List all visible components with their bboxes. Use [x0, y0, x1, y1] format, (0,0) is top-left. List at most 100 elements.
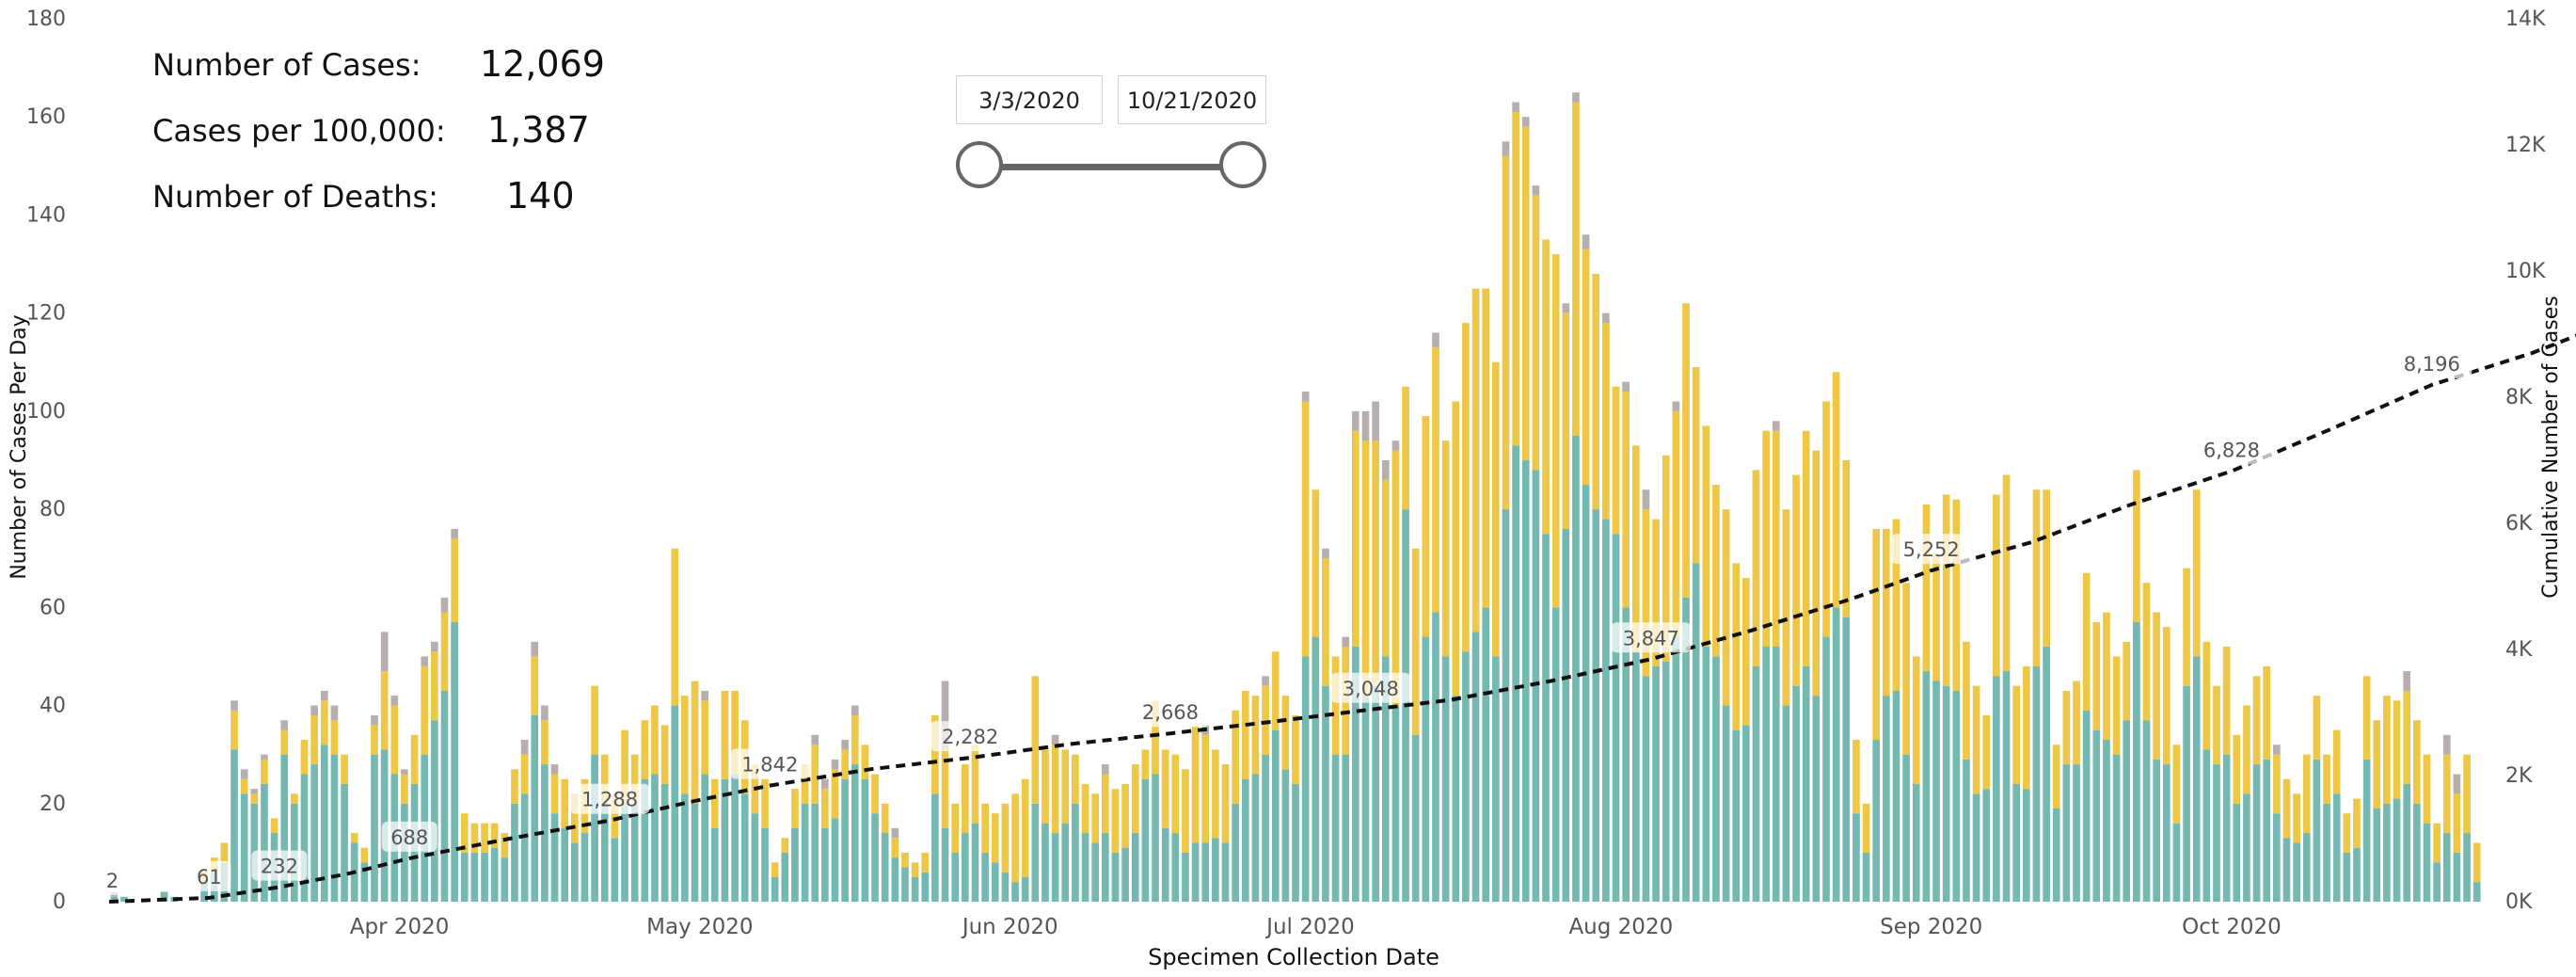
bar-gray [1602, 312, 1610, 324]
cumulative-line-layer: 2 61 232 688 1,288 1,842 2,282 2,668 3,048 3,847 5… [96, 333, 2576, 904]
bar-teal [1081, 833, 1089, 902]
bar-teal [1191, 842, 1200, 902]
bar-teal [781, 852, 789, 902]
bar-yellow [310, 714, 318, 765]
bar-teal [2413, 803, 2421, 902]
bar-yellow [721, 690, 729, 779]
x-tick-label: May 2020 [646, 915, 753, 939]
bar-teal [630, 803, 639, 902]
bar-yellow [2062, 690, 2071, 765]
end-date-input[interactable]: 10/21/2020 [1118, 75, 1266, 124]
bar-teal [550, 813, 559, 902]
bar-yellow [561, 778, 569, 828]
bar-yellow [1361, 440, 1370, 697]
bar-teal [1792, 685, 1800, 902]
bar-gray [231, 700, 238, 711]
bar-teal [2423, 823, 2431, 902]
y-tick-label: 160 [26, 105, 66, 129]
bar-yellow [2263, 665, 2271, 760]
bar-teal [310, 764, 318, 902]
cumulative-label-bg [1330, 672, 1411, 703]
bar-teal [2062, 764, 2071, 902]
y-axis-label: Number of Cases Per Day [8, 314, 31, 579]
bar-yellow [1732, 563, 1741, 730]
bar-teal [451, 621, 458, 902]
cumulative-data-label: 6,828 [2203, 440, 2260, 462]
bar-yellow [2383, 696, 2391, 804]
bar-yellow [1201, 734, 1210, 843]
bar-yellow [440, 612, 449, 691]
bar-gray [380, 632, 389, 672]
bar-yellow [1091, 793, 1100, 843]
bar-yellow [1452, 401, 1460, 697]
x-tick-label: Jun 2020 [961, 915, 1058, 939]
bar-yellow [1131, 764, 1139, 834]
bar-teal [1101, 833, 1109, 902]
bar-teal [1521, 460, 1530, 902]
bar-teal [490, 847, 499, 902]
bar-teal [280, 754, 289, 902]
bar-gray [371, 714, 378, 726]
slider-end-handle[interactable] [1219, 141, 1266, 188]
bar-teal [2433, 862, 2441, 902]
bar-gray [2403, 671, 2411, 691]
bar-yellow [291, 793, 298, 804]
bar-gray [330, 705, 339, 721]
bar-yellow [1251, 696, 1260, 775]
bar-teal [1361, 696, 1370, 902]
bar-yellow [611, 793, 619, 839]
bar-teal [591, 754, 598, 902]
bar-yellow [791, 789, 799, 828]
bar-teal [911, 876, 919, 902]
cumulative-label-bg [1130, 697, 1211, 728]
bar-yellow [1702, 425, 1710, 648]
bar-teal [1131, 833, 1139, 902]
bar-teal [1072, 803, 1079, 902]
bar-teal [701, 774, 708, 902]
slider-start-handle[interactable] [956, 141, 1003, 188]
y2-tick-label: 14K [2505, 8, 2546, 31]
bar-yellow [2002, 474, 2011, 672]
bar-teal [2202, 749, 2211, 902]
date-range-slicer: 3/3/2020 10/21/2020 [956, 75, 1266, 207]
bar-yellow [2012, 685, 2021, 784]
bar-yellow [240, 778, 248, 794]
bar-yellow [2473, 842, 2481, 883]
bar-teal [2043, 647, 2050, 902]
bar-yellow [1762, 430, 1770, 648]
bar-teal [1262, 754, 1269, 902]
bar-teal [1512, 445, 1519, 902]
bar-yellow [921, 852, 930, 873]
bar-yellow [2073, 681, 2080, 765]
bar-yellow [1722, 509, 1730, 706]
cumulative-data-label: 2,668 [1142, 701, 1199, 724]
y-tick-label: 60 [40, 596, 66, 619]
bar-teal [2353, 847, 2361, 902]
cumulative-label-bg [381, 821, 437, 852]
bar-gray [280, 720, 289, 730]
bar-teal [2442, 833, 2451, 902]
bar-yellow [2293, 793, 2300, 843]
y-tick-label: 40 [40, 695, 66, 718]
bar-yellow [851, 714, 859, 765]
bar-yellow [531, 656, 539, 715]
cumulative-label-bg [1611, 622, 1692, 653]
bar-yellow [1692, 366, 1700, 564]
bar-yellow [731, 690, 739, 775]
bar-teal [1742, 725, 1750, 902]
bar-gray [831, 759, 839, 770]
bar-teal [1212, 838, 1219, 902]
bar-teal [1491, 656, 1500, 902]
bar-teal [811, 803, 819, 902]
bar-teal [2142, 720, 2151, 902]
slider-track[interactable] [980, 164, 1240, 170]
bar-yellow [1491, 361, 1500, 657]
bar-yellow [2453, 793, 2461, 853]
bar-teal [861, 778, 869, 902]
bar-teal [261, 783, 268, 902]
bar-teal [1692, 563, 1700, 902]
bar-teal [440, 690, 449, 902]
cumulative-label-bg [2392, 347, 2473, 378]
bar-teal [240, 793, 248, 902]
start-date-input[interactable]: 3/3/2020 [956, 75, 1103, 124]
